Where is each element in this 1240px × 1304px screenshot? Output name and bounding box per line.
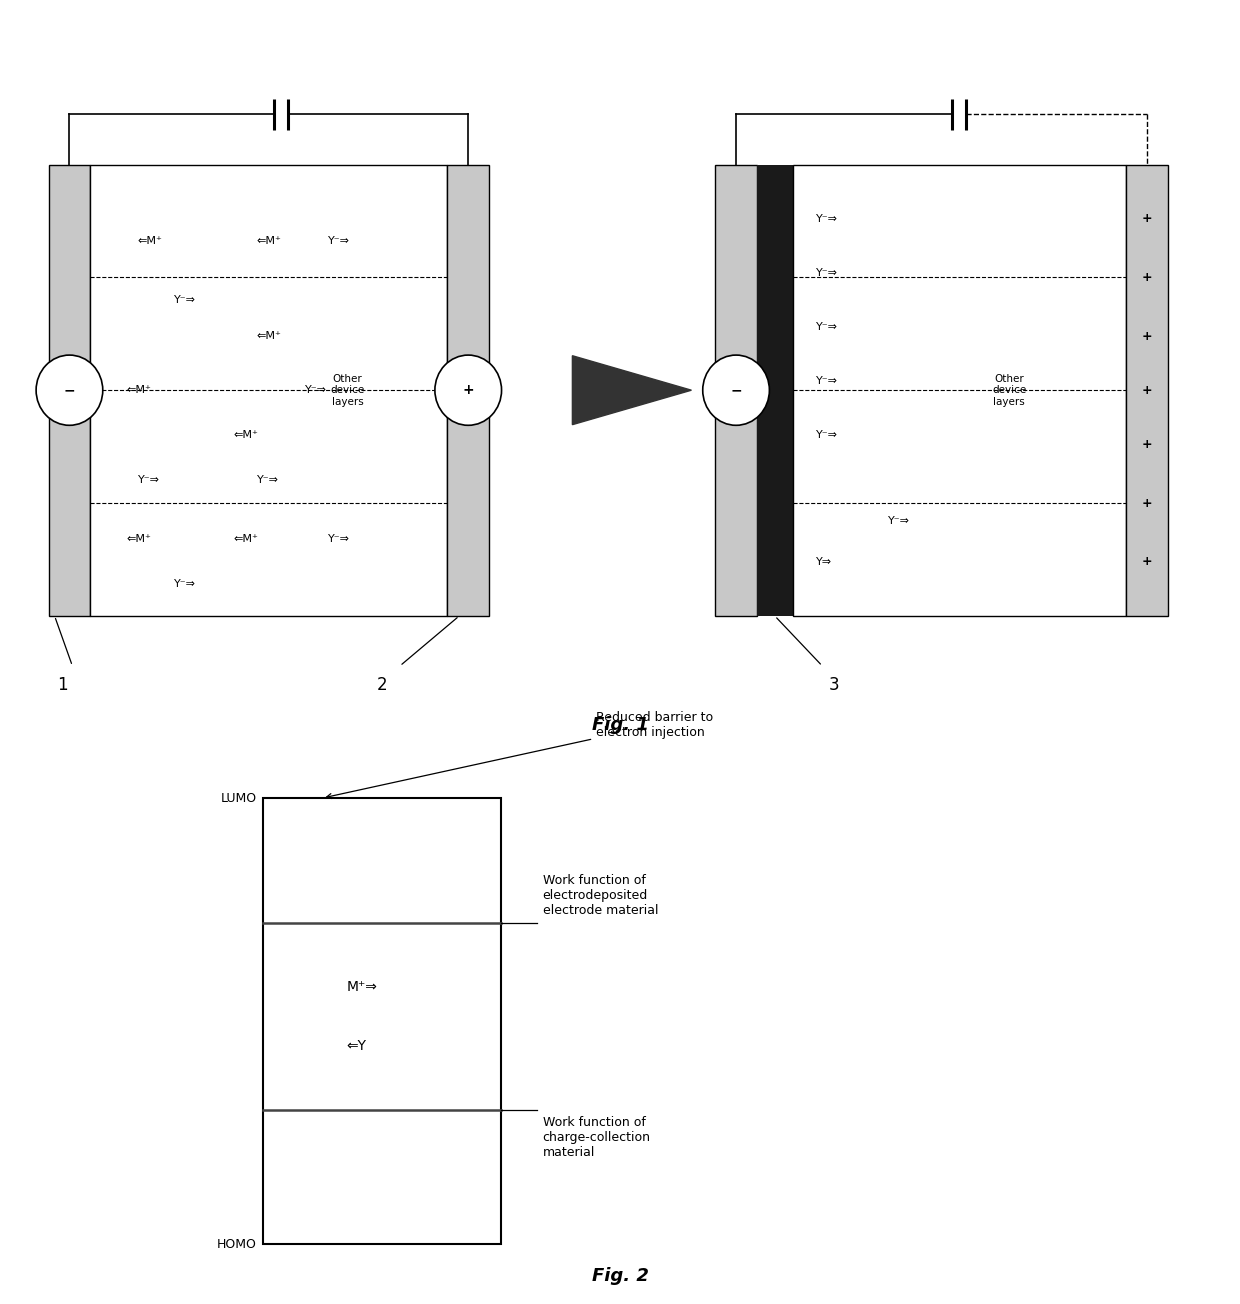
Text: HOMO: HOMO [217, 1237, 257, 1251]
Text: ⇐M⁺: ⇐M⁺ [233, 430, 258, 441]
Text: Y⁻⇒: Y⁻⇒ [138, 476, 160, 485]
Text: +: + [1142, 213, 1152, 226]
Text: Y⁻⇒: Y⁻⇒ [174, 579, 196, 589]
Bar [756, 164, 792, 615]
Circle shape [435, 355, 501, 425]
Text: Work function of
charge-collection
material: Work function of charge-collection mater… [543, 1116, 651, 1159]
Bar [91, 164, 448, 615]
Text: Reduced barrier to
electron injection: Reduced barrier to electron injection [326, 712, 713, 798]
Text: Y⁻⇒: Y⁻⇒ [329, 535, 351, 544]
Text: Y⁻⇒: Y⁻⇒ [816, 267, 838, 278]
Text: +: + [1142, 497, 1152, 510]
Text: Fig. 1: Fig. 1 [591, 716, 649, 734]
Text: +: + [1142, 330, 1152, 343]
Text: ⇐M⁺: ⇐M⁺ [233, 535, 258, 544]
Bar [48, 164, 91, 615]
Text: Other
device
layers: Other device layers [330, 374, 365, 407]
Text: Y⁻⇒: Y⁻⇒ [329, 236, 351, 246]
Text: ⇐M⁺: ⇐M⁺ [138, 236, 162, 246]
Text: Y⁻⇒: Y⁻⇒ [174, 295, 196, 305]
Text: Fig. 2: Fig. 2 [591, 1267, 649, 1286]
Text: Y⁻⇒: Y⁻⇒ [888, 516, 910, 526]
Text: M⁺⇒: M⁺⇒ [346, 981, 377, 994]
Text: Y⁻⇒: Y⁻⇒ [816, 430, 838, 441]
Text: Y⁻⇒: Y⁻⇒ [816, 214, 838, 224]
Bar [1126, 164, 1168, 615]
Text: +: + [1142, 271, 1152, 284]
Text: LUMO: LUMO [221, 792, 257, 805]
Bar [448, 164, 489, 615]
Text: Y⁻⇒: Y⁻⇒ [257, 476, 279, 485]
Bar [792, 164, 1126, 615]
Text: Y⇒: Y⇒ [816, 557, 832, 567]
Text: ⇐M⁺: ⇐M⁺ [257, 236, 281, 246]
Text: ⇐M⁺: ⇐M⁺ [257, 331, 281, 342]
Text: Work function of
electrodeposited
electrode material: Work function of electrodeposited electr… [543, 874, 658, 917]
Text: Y⁻⇒: Y⁻⇒ [816, 322, 838, 333]
Text: ⇐Y: ⇐Y [346, 1039, 366, 1052]
Text: −: − [730, 383, 742, 398]
Text: Y⁻⇒: Y⁻⇒ [816, 376, 838, 386]
Text: 3: 3 [830, 675, 839, 694]
Text: +: + [1142, 383, 1152, 396]
Text: −: − [63, 383, 76, 398]
Circle shape [36, 355, 103, 425]
Polygon shape [573, 356, 692, 425]
Text: +: + [1142, 556, 1152, 569]
Text: Other
device
layers: Other device layers [992, 374, 1027, 407]
Text: 2: 2 [377, 675, 387, 694]
Text: Y⁻⇒: Y⁻⇒ [305, 385, 326, 395]
Text: ⇐M⁺: ⇐M⁺ [126, 385, 151, 395]
Text: ⇐M⁺: ⇐M⁺ [126, 535, 151, 544]
Text: 1: 1 [57, 675, 68, 694]
Text: +: + [1142, 438, 1152, 451]
Bar [263, 798, 501, 1244]
Bar [715, 164, 756, 615]
Circle shape [703, 355, 769, 425]
Text: +: + [463, 383, 474, 398]
